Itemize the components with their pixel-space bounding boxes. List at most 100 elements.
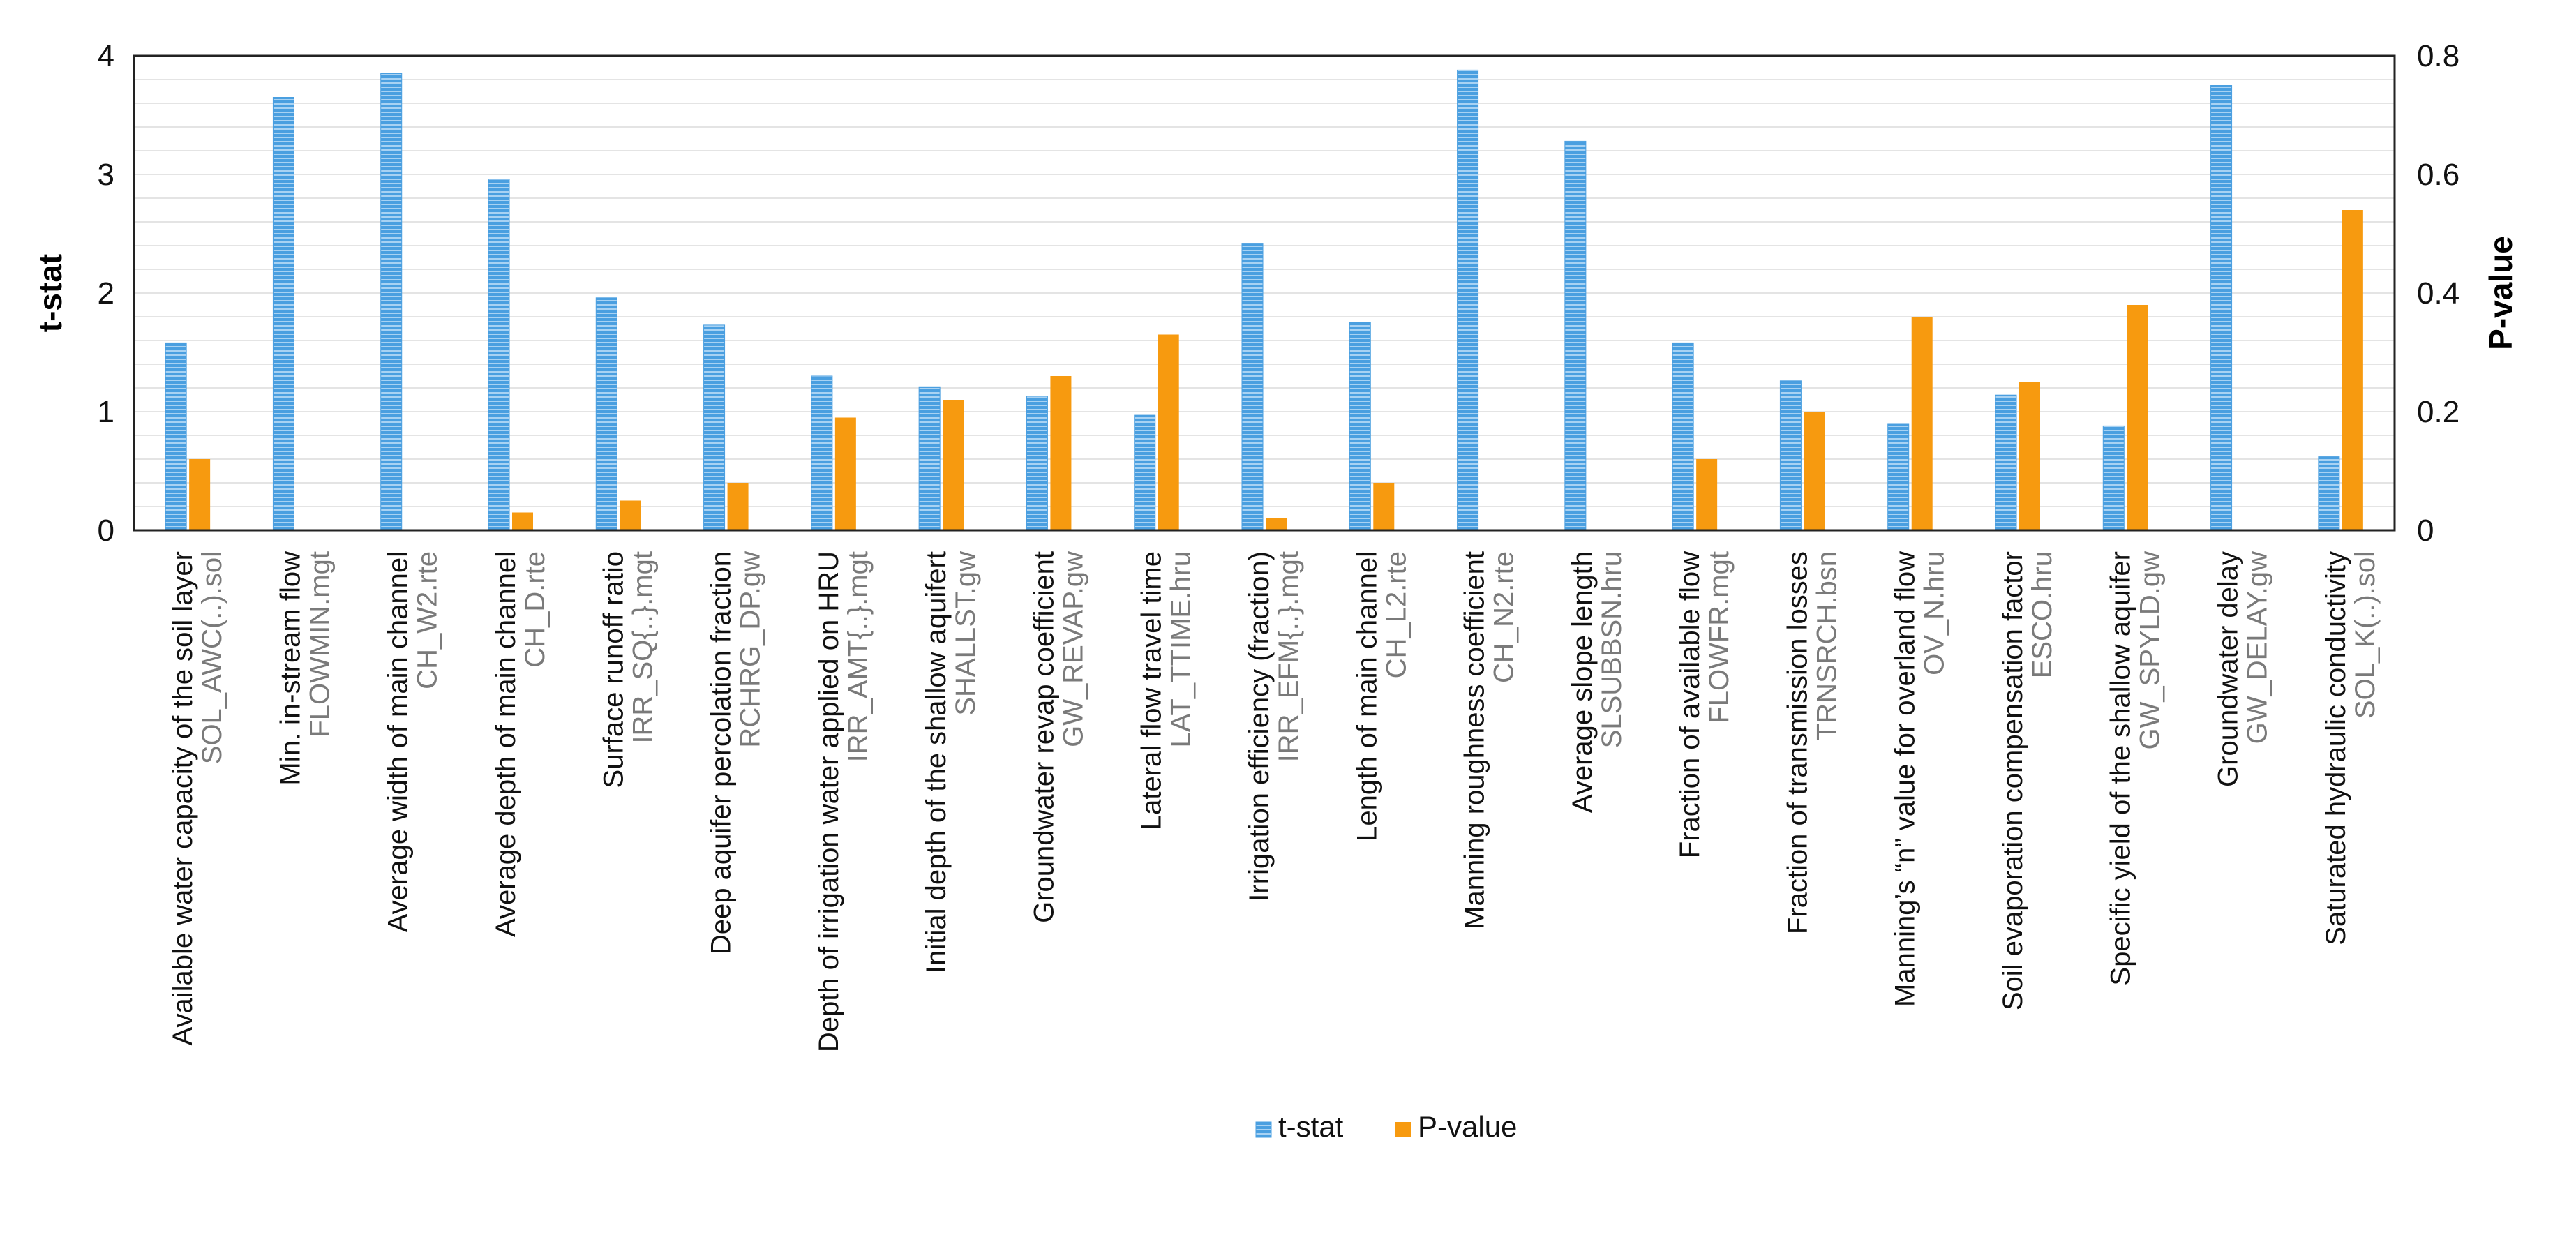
bar-pvalue	[1911, 317, 1933, 530]
y-tick-label: 3	[98, 158, 114, 192]
x-tick-label: Manning’s “n” value for overland flowOV_…	[1890, 551, 1950, 1007]
y2-tick-label: 0.8	[2417, 39, 2459, 73]
bar-pvalue	[1373, 483, 1395, 530]
category-code: OV_N.hru	[1919, 551, 1950, 675]
y2-tick-label: 0.6	[2417, 158, 2459, 192]
bar-tstat	[1349, 322, 1371, 531]
y-axis-title: t-stat	[32, 254, 68, 332]
x-tick-label: Initial depth of the shallow aquifertSHA…	[921, 551, 981, 973]
category-code: IRR_SQ{..}.mgt	[627, 551, 658, 744]
plot-area-border	[133, 54, 2396, 532]
category-name: Specific yield of the shallow aquifer	[2105, 551, 2136, 986]
category-code: SOL_AWC(..).sol	[197, 551, 227, 764]
bar-tstat	[2318, 456, 2340, 531]
category-code: FLOWMIN.mgt	[304, 551, 335, 738]
bar-pvalue	[2019, 382, 2040, 530]
bar-tstat	[1241, 243, 1264, 531]
legend-swatch-tstat	[1255, 1121, 1272, 1138]
category-name: Groundwater revap coefficient	[1028, 551, 1059, 923]
x-tick-label: Available water capacity of the soil lay…	[167, 551, 227, 1046]
category-code: CH_D.rte	[520, 551, 551, 668]
category-name: Fraction of available flow	[1675, 551, 1705, 858]
bar-tstat	[1134, 414, 1156, 531]
category-name: Length of main channel	[1351, 551, 1382, 841]
category-name: Average width of main channel	[383, 551, 414, 932]
y2-tick-label: 0.2	[2417, 395, 2459, 429]
bar-tstat	[1026, 396, 1048, 531]
category-code: RCHRG_DP.gw	[735, 551, 766, 748]
bar-pvalue	[512, 512, 533, 530]
bar-pvalue	[834, 417, 856, 530]
bar-pvalue	[1050, 376, 1072, 530]
bar-pvalue	[189, 459, 211, 530]
bar-tstat	[380, 73, 403, 531]
bar-pvalue	[2127, 305, 2148, 530]
x-tick-label: Deep aquifer percolation fractionRCHRG_D…	[706, 551, 766, 955]
y-tick-label: 4	[98, 39, 114, 73]
category-name: Initial depth of the shallow aquifert	[921, 551, 952, 973]
category-code: CH_N2.rte	[1489, 551, 1520, 683]
category-name: Depth of irrigation water applied on HRU	[814, 551, 844, 1052]
legend-label-tstat: t-stat	[1278, 1110, 1344, 1143]
bar-pvalue	[727, 483, 749, 530]
category-name: Manning roughness coefficient	[1460, 551, 1490, 929]
category-name: Average slope length	[1567, 551, 1598, 813]
x-tick-label: Depth of irrigation water applied on HRU…	[814, 551, 874, 1052]
category-code: IRR_AMT{..}.mgt	[843, 551, 874, 762]
category-code: FLOWFR.mgt	[1704, 551, 1735, 724]
bar-tstat	[1672, 342, 1694, 531]
bar-tstat	[2102, 425, 2125, 531]
category-name: Available water capacity of the soil lay…	[167, 551, 198, 1046]
x-tick-label: Soil evaporation compensation factorESCO…	[1998, 551, 2058, 1010]
bar-tstat	[1457, 69, 1479, 531]
category-code: SLSUBBSN.hru	[1596, 551, 1627, 748]
category-name: Average depth of main channel	[491, 551, 521, 937]
bar-tstat	[595, 297, 617, 531]
category-code: GW_REVAP.gw	[1058, 551, 1088, 747]
bar-tstat	[918, 386, 941, 531]
bar-pvalue	[1696, 459, 1718, 530]
bar-tstat	[272, 97, 294, 531]
category-code: SOL_K(..).sol	[2350, 551, 2381, 719]
bar-tstat	[811, 375, 833, 531]
y2-tick-label: 0	[2417, 514, 2434, 548]
bar-tstat	[703, 324, 726, 531]
category-name: Surface runoff ratio	[598, 551, 629, 788]
category-name: Min. in-stream flow	[275, 551, 306, 786]
y-tick-label: 0	[98, 514, 114, 548]
bar-pvalue	[943, 400, 964, 530]
y-tick-label: 1	[98, 395, 114, 429]
bar-tstat	[2210, 85, 2233, 531]
legend: t-stat P-value	[1255, 1110, 1517, 1143]
bar-pvalue	[1804, 412, 1825, 530]
bar-tstat	[1779, 380, 1802, 531]
bar-pvalue	[2342, 210, 2363, 530]
y-tick-label: 2	[98, 276, 114, 310]
bar-tstat	[1564, 140, 1587, 531]
category-name: Fraction of transmission losses	[1782, 551, 1813, 934]
bar-pvalue	[1266, 518, 1287, 530]
y2-axis-title: P-value	[2483, 236, 2519, 350]
category-code: CH_L2.rte	[1381, 551, 1411, 678]
category-code: ESCO.hru	[2027, 551, 2058, 678]
category-code: IRR_EFM{..}.mgt	[1273, 551, 1304, 762]
category-name: Lateral flow travel time	[1137, 551, 1167, 830]
category-code: TRNSRCH.bsn	[1811, 551, 1842, 740]
category-name: Deep aquifer percolation fraction	[706, 551, 737, 955]
bar-tstat	[1995, 394, 2017, 531]
legend-swatch-pvalue	[1395, 1122, 1411, 1137]
category-code: CH_W2.rte	[412, 551, 443, 689]
bar-tstat	[488, 179, 510, 531]
bar-tstat	[1887, 423, 1910, 531]
